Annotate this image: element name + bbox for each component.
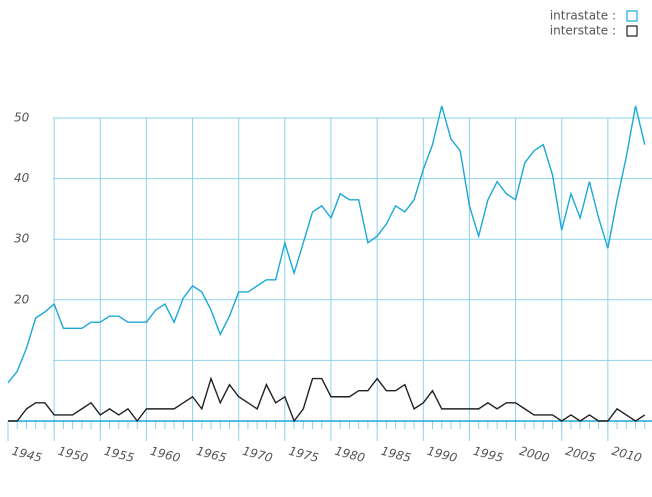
x-tick-label: 2000 [518,444,551,466]
x-tick-label: 1970 [241,444,274,466]
x-tick-label: 2005 [564,444,597,465]
x-tick-label: 1975 [287,444,320,465]
legend-swatch [626,10,638,22]
legend-label: interstate : [550,24,616,38]
x-tick-label: 1985 [379,444,412,465]
x-tick-label: 2010 [610,444,643,466]
y-tick-label: 30 [14,232,30,246]
legend-label: intrastate : [550,9,616,23]
y-tick-label: 50 [14,111,30,125]
x-tick-label: 1945 [10,444,43,465]
legend-swatch [626,25,638,37]
y-tick-label: 40 [14,171,30,185]
x-tick-label: 1960 [149,444,182,466]
series-line [8,376,646,423]
x-tick-label: 1965 [195,444,228,465]
x-tick-label: 1950 [56,444,89,466]
x-tick-label: 1990 [426,444,459,466]
series-line [7,105,646,384]
x-tick-label: 1995 [472,444,505,465]
y-tick-label: 20 [14,292,30,306]
x-tick-label: 1980 [333,444,366,466]
x-tick-label: 1955 [103,444,136,465]
